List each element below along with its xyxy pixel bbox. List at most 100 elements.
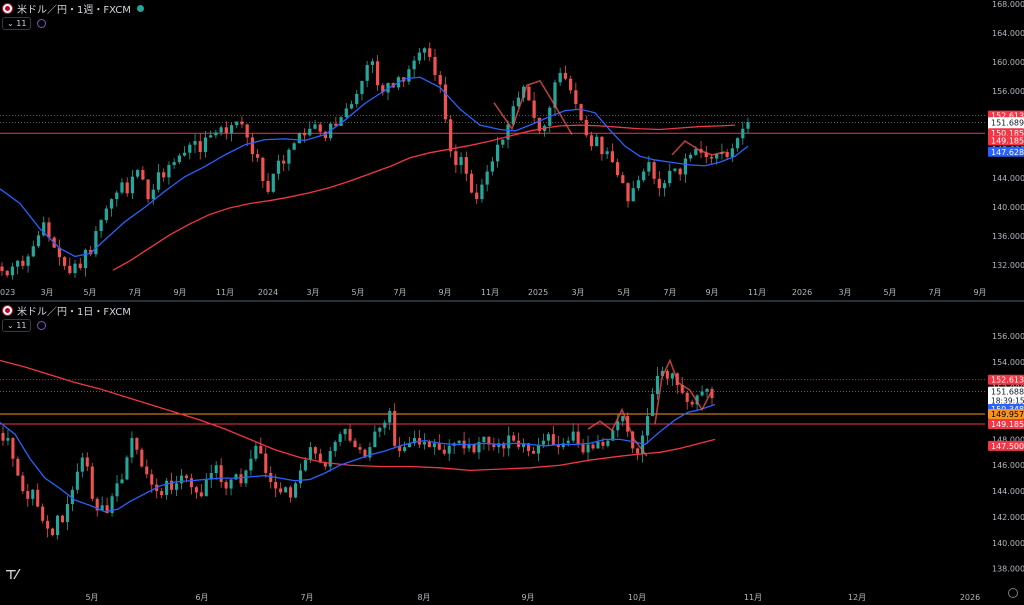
- weekly-candle-body: [652, 162, 656, 179]
- weekly-candle-body: [449, 119, 453, 152]
- daily-candle-body: [541, 440, 545, 445]
- weekly-price-label-resistance[interactable]: 149.185: [988, 135, 1024, 146]
- weekly-candle-body: [741, 128, 745, 139]
- daily-candle-body: [189, 478, 193, 488]
- weekly-candle-body: [527, 86, 531, 101]
- daily-chart-canvas[interactable]: 156.000154.000152.000150.000148.000146.0…: [0, 302, 1024, 605]
- daily-candle-body: [254, 445, 258, 459]
- weekly-x-tick-label: 7月: [393, 288, 406, 297]
- daily-candle-body: [536, 444, 541, 454]
- weekly-candle-body: [120, 182, 124, 193]
- pane-divider[interactable]: [0, 300, 1024, 302]
- daily-candle-body: [408, 443, 412, 448]
- weekly-candle-body: [256, 154, 260, 158]
- weekly-candle-body: [83, 249, 88, 269]
- weekly-candle-body: [553, 82, 557, 108]
- weekly-candle-body: [240, 121, 244, 125]
- daily-y-tick-label: 156.000: [992, 332, 1024, 341]
- weekly-candle-body: [673, 168, 677, 171]
- daily-candle-body: [70, 489, 74, 505]
- daily-price-label-support_orange[interactable]: 149.957: [988, 409, 1024, 420]
- daily-candle-body: [31, 489, 35, 499]
- daily-symbol-title[interactable]: 米ドル／円・1日・FXCM: [17, 307, 131, 318]
- daily-candle-body: [343, 429, 347, 435]
- daily-candle-body: [224, 482, 228, 489]
- daily-indicator-visibility-icon[interactable]: [37, 321, 47, 330]
- weekly-candle-body: [245, 124, 249, 138]
- weekly-x-tick-label: 7月: [128, 288, 141, 297]
- daily-chart-legend[interactable]: 米ドル／円・1日・FXCM: [2, 303, 131, 318]
- weekly-level-lines: [0, 115, 985, 134]
- weekly-candle-body: [558, 72, 562, 83]
- daily-candle-body: [11, 438, 15, 459]
- weekly-y-tick-label: 136.000: [992, 232, 1024, 241]
- weekly-price-label-text: 149.185: [991, 136, 1024, 145]
- weekly-candle-body: [480, 184, 484, 200]
- weekly-x-tick-label: 3月: [571, 288, 584, 297]
- weekly-chart-legend[interactable]: 米ドル／円・1週・FXCM: [2, 1, 144, 16]
- daily-candle-body: [179, 475, 184, 484]
- weekly-x-tick-label: 3月: [838, 288, 851, 297]
- daily-candle-body: [135, 438, 139, 450]
- daily-ma-long-line[interactable]: [0, 359, 716, 472]
- daily-candle-body: [477, 441, 481, 453]
- weekly-candle-body: [662, 183, 667, 189]
- tradingview-logo-icon[interactable]: ⊤⁄: [5, 568, 18, 583]
- daily-price-label-resistance[interactable]: 147.500: [988, 440, 1024, 451]
- daily-y-tick-label: 146.000: [992, 461, 1024, 470]
- weekly-candle-body: [313, 124, 317, 129]
- weekly-ma-short-line[interactable]: [0, 76, 749, 258]
- daily-candle-body: [551, 434, 555, 445]
- weekly-candle-body: [636, 180, 641, 189]
- daily-price-label-resistance[interactable]: 152.613: [988, 374, 1024, 385]
- weekly-pattern-highlight-line[interactable]: [493, 79, 573, 135]
- daily-y-tick-label: 140.000: [992, 539, 1024, 548]
- weekly-chart-pane[interactable]: 168.000164.000160.000156.000152.000148.0…: [0, 0, 1024, 300]
- weekly-price-label-ma_short[interactable]: 147.628: [988, 146, 1024, 157]
- daily-pattern-highlight-line[interactable]: [654, 358, 713, 424]
- weekly-indicator-count-button[interactable]: ⌄ 11: [2, 17, 32, 30]
- weekly-candle-body: [198, 141, 202, 152]
- daily-candle-body: [655, 376, 659, 395]
- daily-candle-body: [690, 401, 694, 405]
- daily-chart-pane[interactable]: 156.000154.000152.000150.000148.000146.0…: [0, 302, 1024, 605]
- daily-candle-body: [710, 388, 714, 398]
- weekly-indicator-toggle[interactable]: ⌄ 11: [2, 17, 47, 30]
- weekly-candle-body: [16, 260, 20, 267]
- daily-ma-short-line[interactable]: [0, 403, 716, 513]
- daily-candle-body: [447, 445, 451, 454]
- daily-indicator-toggle[interactable]: ⌄ 11: [2, 319, 47, 332]
- daily-indicator-count-button[interactable]: ⌄ 11: [2, 319, 32, 332]
- weekly-candle-body: [219, 127, 223, 133]
- weekly-candle-body: [365, 64, 369, 81]
- daily-candle-body: [150, 474, 154, 485]
- weekly-pattern-highlight-line[interactable]: [671, 140, 726, 156]
- weekly-y-tick-label: 132.000: [992, 261, 1024, 270]
- weekly-candle-body: [704, 152, 708, 158]
- daily-candle-body: [680, 385, 684, 393]
- weekly-symbol-title[interactable]: 米ドル／円・1週・FXCM: [17, 5, 131, 16]
- daily-candle-body: [576, 431, 580, 445]
- weekly-ma-long-line[interactable]: [112, 124, 736, 271]
- daily-candle-body: [556, 444, 560, 448]
- daily-pattern-highlight-line[interactable]: [587, 407, 648, 457]
- daily-candle-body: [174, 483, 179, 490]
- weekly-candle-body: [162, 172, 166, 178]
- weekly-indicator-visibility-icon[interactable]: [37, 19, 47, 28]
- daily-price-label-text: 149.185: [991, 420, 1024, 429]
- daily-candle-body: [85, 457, 89, 467]
- weekly-candle-body: [287, 149, 291, 164]
- daily-price-label-resistance[interactable]: 149.185: [988, 419, 1024, 430]
- weekly-candle-body: [292, 143, 296, 150]
- weekly-candle-body: [5, 270, 9, 276]
- weekly-chart-canvas[interactable]: 168.000164.000160.000156.000152.000148.0…: [0, 0, 1024, 300]
- daily-candle-body: [219, 465, 223, 483]
- daily-candle-body: [566, 440, 570, 444]
- settings-gear-icon[interactable]: [1008, 588, 1018, 598]
- weekly-candle-body: [495, 144, 500, 162]
- daily-candle-body: [507, 435, 511, 449]
- weekly-candle-body: [579, 104, 583, 121]
- daily-candle-body: [26, 491, 30, 499]
- weekly-price-label-text: 150.185: [991, 129, 1024, 138]
